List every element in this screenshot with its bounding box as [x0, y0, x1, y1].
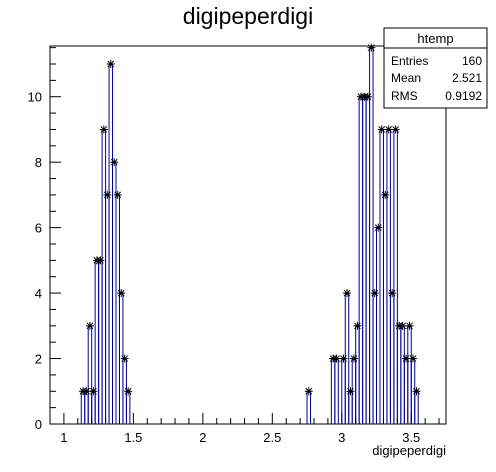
data-marker-13 — [124, 387, 133, 396]
data-marker-37 — [409, 354, 417, 363]
data-marker-28 — [377, 125, 386, 134]
data-marker-27 — [374, 223, 383, 232]
data-marker-10 — [113, 190, 122, 199]
data-marker-36 — [405, 321, 414, 330]
stat-entries-label: Entries — [391, 54, 428, 68]
data-marker-9 — [110, 158, 119, 167]
x-tick-label: 2 — [199, 430, 206, 445]
y-tick-label: 8 — [35, 155, 42, 170]
y-tick-label: 4 — [35, 286, 42, 301]
x-axis-title: digipeperdigi — [372, 443, 446, 458]
data-marker-34 — [398, 321, 407, 330]
data-marker-35 — [402, 354, 411, 363]
data-marker-8 — [106, 60, 115, 68]
x-tick-label: 2.5 — [263, 430, 281, 445]
y-tick-label: 10 — [28, 90, 42, 105]
data-marker-16 — [332, 354, 341, 363]
data-marker-2 — [85, 321, 94, 330]
stat-rms-value: 0.9192 — [445, 89, 482, 103]
y-tick-label: 6 — [35, 221, 42, 236]
stat-entries-value: 160 — [462, 54, 482, 68]
x-tick-label: 3 — [338, 430, 345, 445]
plot-frame — [49, 45, 447, 425]
chart-title: digipeperdigi — [183, 3, 313, 29]
data-marker-11 — [117, 289, 126, 298]
data-marker-25 — [367, 43, 376, 52]
data-marker-5 — [96, 256, 105, 265]
data-marker-12 — [120, 354, 129, 363]
data-marker-31 — [388, 289, 397, 298]
x-tick-label: 1 — [60, 430, 67, 445]
data-marker-32 — [391, 125, 400, 134]
stat-rms-label: RMS — [391, 89, 418, 103]
data-marker-26 — [370, 289, 379, 298]
data-marker-6 — [99, 125, 108, 134]
data-marker-14 — [304, 387, 313, 396]
stats-box: htemp Entries 160 Mean 2.521 RMS 0.9192 — [383, 27, 488, 109]
data-marker-3 — [89, 387, 98, 396]
stat-mean-label: Mean — [391, 71, 421, 85]
data-marker-7 — [103, 190, 112, 199]
y-tick-label: 0 — [35, 417, 42, 432]
data-marker-17 — [339, 354, 348, 363]
data-marker-24 — [363, 92, 372, 101]
stats-box-title: htemp — [417, 31, 453, 46]
data-marker-21 — [353, 321, 362, 330]
data-marker-20 — [349, 354, 358, 363]
y-tick-label: 2 — [35, 352, 42, 367]
stat-mean-value: 2.521 — [452, 71, 482, 85]
data-marker-19 — [346, 387, 355, 396]
data-marker-1 — [82, 387, 91, 396]
stats-box-frame — [383, 27, 488, 109]
axes: 1 1.5 2 2.5 3 3.5 0 2 4 6 8 10 — [28, 47, 440, 445]
data-marker-18 — [343, 289, 351, 298]
data-marker-38 — [412, 387, 421, 396]
data-marker-29 — [381, 190, 390, 199]
data-markers — [79, 43, 421, 396]
x-tick-label: 3.5 — [402, 430, 420, 445]
data-marker-30 — [384, 125, 393, 134]
x-tick-label: 1.5 — [124, 430, 142, 445]
